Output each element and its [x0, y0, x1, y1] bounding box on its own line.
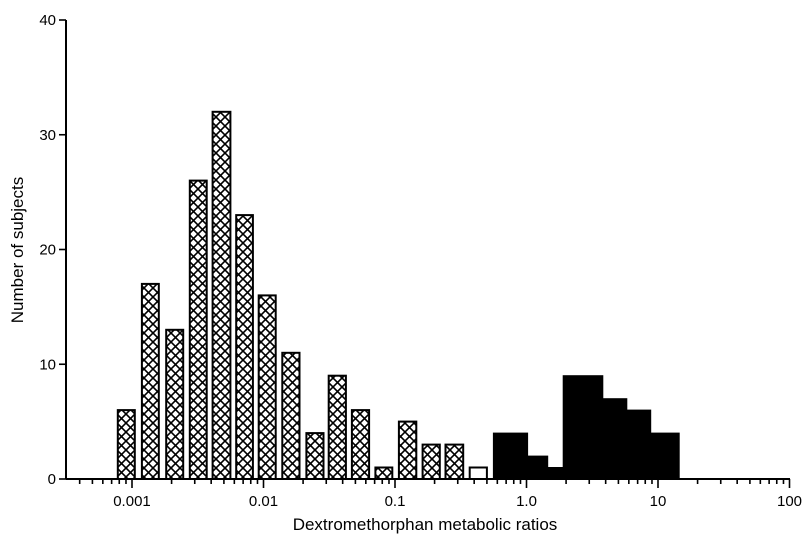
bar-crosshatch-9 [329, 376, 346, 479]
bar-crosshatch-3 [190, 181, 207, 479]
bar-crosshatch-2 [166, 330, 183, 479]
x-tick-label: 0.1 [385, 493, 406, 510]
bar-crosshatch-1 [142, 284, 159, 479]
bar-crosshatch-8 [306, 433, 323, 479]
bar-crosshatch-14 [446, 445, 464, 479]
y-tick-label: 0 [48, 471, 56, 488]
bar-crosshatch-11 [375, 468, 392, 480]
x-axis-title: Dextromethorphan metabolic ratios [293, 515, 558, 534]
y-tick-label: 30 [39, 127, 56, 144]
y-axis-title: Number of subjects [8, 177, 27, 323]
bar-crosshatch-12 [399, 422, 416, 479]
bar-crosshatch-7 [282, 353, 299, 479]
bar-solid-5 [627, 410, 651, 479]
x-tick-label: 10 [650, 493, 667, 510]
bar-crosshatch-4 [213, 112, 231, 479]
y-tick-label: 20 [39, 242, 56, 259]
y-tick-label: 40 [39, 12, 56, 29]
bar-open-0 [470, 468, 487, 480]
x-tick-label: 100 [777, 493, 802, 510]
bar-solid-4 [603, 399, 627, 479]
x-tick-label: 0.001 [113, 493, 151, 510]
bar-crosshatch-6 [259, 295, 276, 479]
x-tick-label: 1.0 [516, 493, 537, 510]
bar-crosshatch-5 [236, 215, 253, 479]
bar-solid-3 [563, 376, 603, 479]
bar-crosshatch-10 [352, 410, 369, 479]
bar-solid-2 [548, 468, 563, 480]
y-tick-label: 10 [39, 356, 56, 373]
bar-solid-1 [528, 456, 548, 479]
bars-group [118, 112, 679, 479]
bar-crosshatch-0 [118, 410, 135, 479]
y-axis-ticks: 0 10 20 30 40 [39, 12, 66, 488]
x-axis-ticks: 0.001 0.01 0.1 1.0 10 100 [80, 479, 802, 510]
x-tick-label: 0.01 [249, 493, 278, 510]
bar-solid-6 [651, 433, 680, 479]
bar-crosshatch-13 [423, 445, 440, 479]
bar-solid-0 [493, 433, 527, 479]
